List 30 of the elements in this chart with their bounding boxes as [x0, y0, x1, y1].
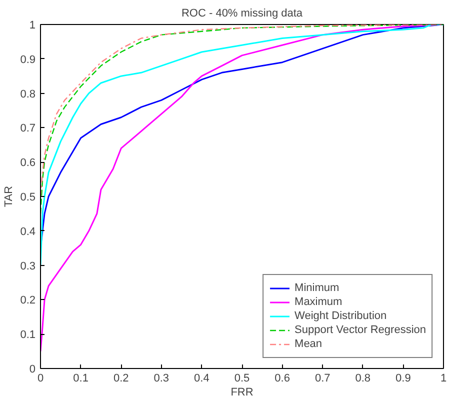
y-tick-label: 0.7 [20, 122, 36, 135]
x-tick-label: 0.1 [73, 372, 88, 384]
y-tick-label: 0.1 [20, 329, 36, 342]
x-tick-label: 0.7 [314, 372, 330, 384]
y-tick-label: 0.5 [20, 192, 36, 204]
legend-label: Mean [294, 337, 322, 351]
x-tick-label: 0.6 [274, 372, 290, 384]
x-tick-label: 0.5 [234, 372, 250, 384]
y-tick-label: 0.2 [20, 294, 36, 307]
y-tick-label: 0.8 [20, 88, 36, 100]
y-axis-title: TAR [3, 186, 16, 208]
y-tick-label: 0.4 [20, 226, 36, 238]
y-tick-label: 0 [29, 364, 36, 376]
x-tick-label: 0 [37, 372, 44, 384]
y-tick-label: 0.9 [20, 54, 36, 66]
y-tick-label: 0.6 [20, 157, 36, 170]
legend-label: Support Vector Regression [294, 323, 426, 337]
x-tick-label: 0.9 [396, 372, 411, 384]
x-tick-label: 0.2 [113, 372, 129, 384]
x-axis-title: FRR [230, 386, 254, 398]
legend-label: Minimum [294, 281, 340, 295]
x-tick-label: 0.3 [154, 372, 170, 384]
y-tick-label: 1 [29, 20, 36, 32]
legend-label: Maximum [294, 295, 342, 309]
chart-title: ROC - 40% missing data [181, 8, 304, 20]
x-tick-label: 0.8 [355, 372, 371, 384]
legend-label: Weight Distribution [294, 309, 387, 323]
x-tick-label: 1 [440, 372, 447, 384]
y-tick-label: 0.3 [20, 260, 36, 272]
x-tick-label: 0.4 [194, 372, 210, 384]
